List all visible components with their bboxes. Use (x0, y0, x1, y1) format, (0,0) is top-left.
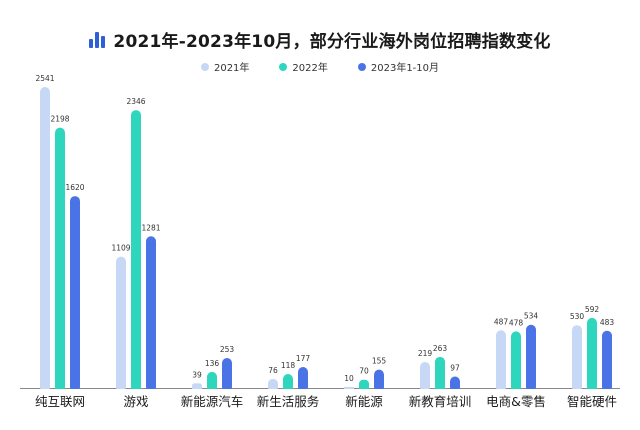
bar-2-1[interactable] (207, 371, 217, 392)
data-label-0-2: 1620 (65, 183, 84, 192)
data-label-6-2: 534 (524, 312, 539, 321)
bar-2-2[interactable] (222, 358, 232, 392)
bar-1-2[interactable] (146, 236, 156, 392)
data-label-2-2: 253 (220, 345, 235, 354)
bar-1-1[interactable] (131, 110, 141, 392)
bar-3-0[interactable] (268, 378, 278, 392)
data-label-3-0: 76 (268, 366, 278, 375)
data-label-5-2: 97 (450, 364, 460, 373)
bar-6-2[interactable] (526, 324, 536, 392)
bar-6-0[interactable] (496, 330, 506, 392)
bar-5-2[interactable] (450, 376, 460, 392)
bar-5-0[interactable] (420, 362, 430, 392)
bar-4-1[interactable] (359, 379, 369, 392)
bar-1-0[interactable] (116, 256, 126, 392)
baseline-mask (0, 389, 640, 395)
bar-chart-icon (89, 31, 106, 48)
bar-4-2[interactable] (374, 369, 384, 392)
bar-7-2[interactable] (602, 330, 612, 392)
x-tick-label-7: 智能硬件 (567, 394, 617, 409)
x-tick-label-3: 新生活服务 (257, 394, 320, 409)
data-label-7-0: 530 (570, 312, 585, 321)
data-label-7-2: 483 (600, 318, 615, 327)
x-tick-label-4: 新能源 (345, 394, 383, 409)
x-tick-label-6: 电商&零售 (486, 394, 546, 409)
data-label-1-1: 2346 (126, 97, 145, 106)
data-label-6-1: 478 (509, 318, 524, 327)
legend-item-2023[interactable]: 2023年1-10月 (357, 59, 440, 74)
data-label-3-1: 118 (281, 361, 296, 370)
bar-3-2[interactable] (298, 367, 308, 392)
bar-7-0[interactable] (572, 325, 582, 392)
data-label-0-0: 2541 (35, 74, 54, 83)
data-label-6-0: 487 (494, 317, 509, 326)
data-label-1-0: 1109 (111, 244, 130, 253)
bar-5-1[interactable] (435, 356, 445, 392)
bar-6-1[interactable] (511, 331, 521, 392)
bar-0-2[interactable] (70, 196, 80, 392)
x-tick-label-1: 游戏 (123, 394, 148, 409)
bar-7-1[interactable] (587, 317, 597, 392)
bar-0-0[interactable] (40, 86, 50, 392)
data-label-2-0: 39 (192, 370, 202, 379)
chart-legend: 2021年 2022年 2023年1-10月 (0, 59, 640, 74)
x-tick-label-0: 纯互联网 (35, 394, 85, 409)
legend-item-2022[interactable]: 2022年 (279, 59, 328, 74)
data-label-3-2: 177 (296, 354, 311, 363)
data-label-7-1: 592 (585, 305, 600, 314)
bar-3-1[interactable] (283, 374, 293, 392)
data-label-2-1: 136 (205, 359, 220, 368)
x-tick-label-5: 新教育培训 (409, 394, 472, 409)
chart-title: 2021年-2023年10月，部分行业海外岗位招聘指数变化 (113, 32, 551, 52)
data-label-5-0: 219 (418, 349, 433, 358)
data-label-4-0: 10 (344, 374, 354, 383)
legend-swatch-2021 (200, 62, 209, 71)
bar-0-1[interactable] (55, 127, 65, 393)
x-tick-label-2: 新能源汽车 (181, 394, 244, 409)
legend-label-2021: 2021年 (213, 63, 250, 74)
data-label-0-1: 2198 (50, 115, 69, 124)
legend-swatch-2023 (357, 62, 366, 71)
data-label-1-2: 1281 (141, 223, 160, 232)
chart-title-row: 2021年-2023年10月，部分行业海外岗位招聘指数变化 (0, 27, 640, 52)
legend-swatch-2022 (279, 62, 288, 71)
legend-item-2021[interactable]: 2021年 (200, 59, 250, 74)
data-label-4-1: 70 (359, 367, 369, 376)
data-label-5-1: 263 (433, 344, 448, 353)
legend-label-2023: 2023年1-10月 (370, 63, 440, 74)
legend-label-2022: 2022年 (292, 63, 328, 74)
data-label-4-2: 155 (372, 357, 387, 366)
